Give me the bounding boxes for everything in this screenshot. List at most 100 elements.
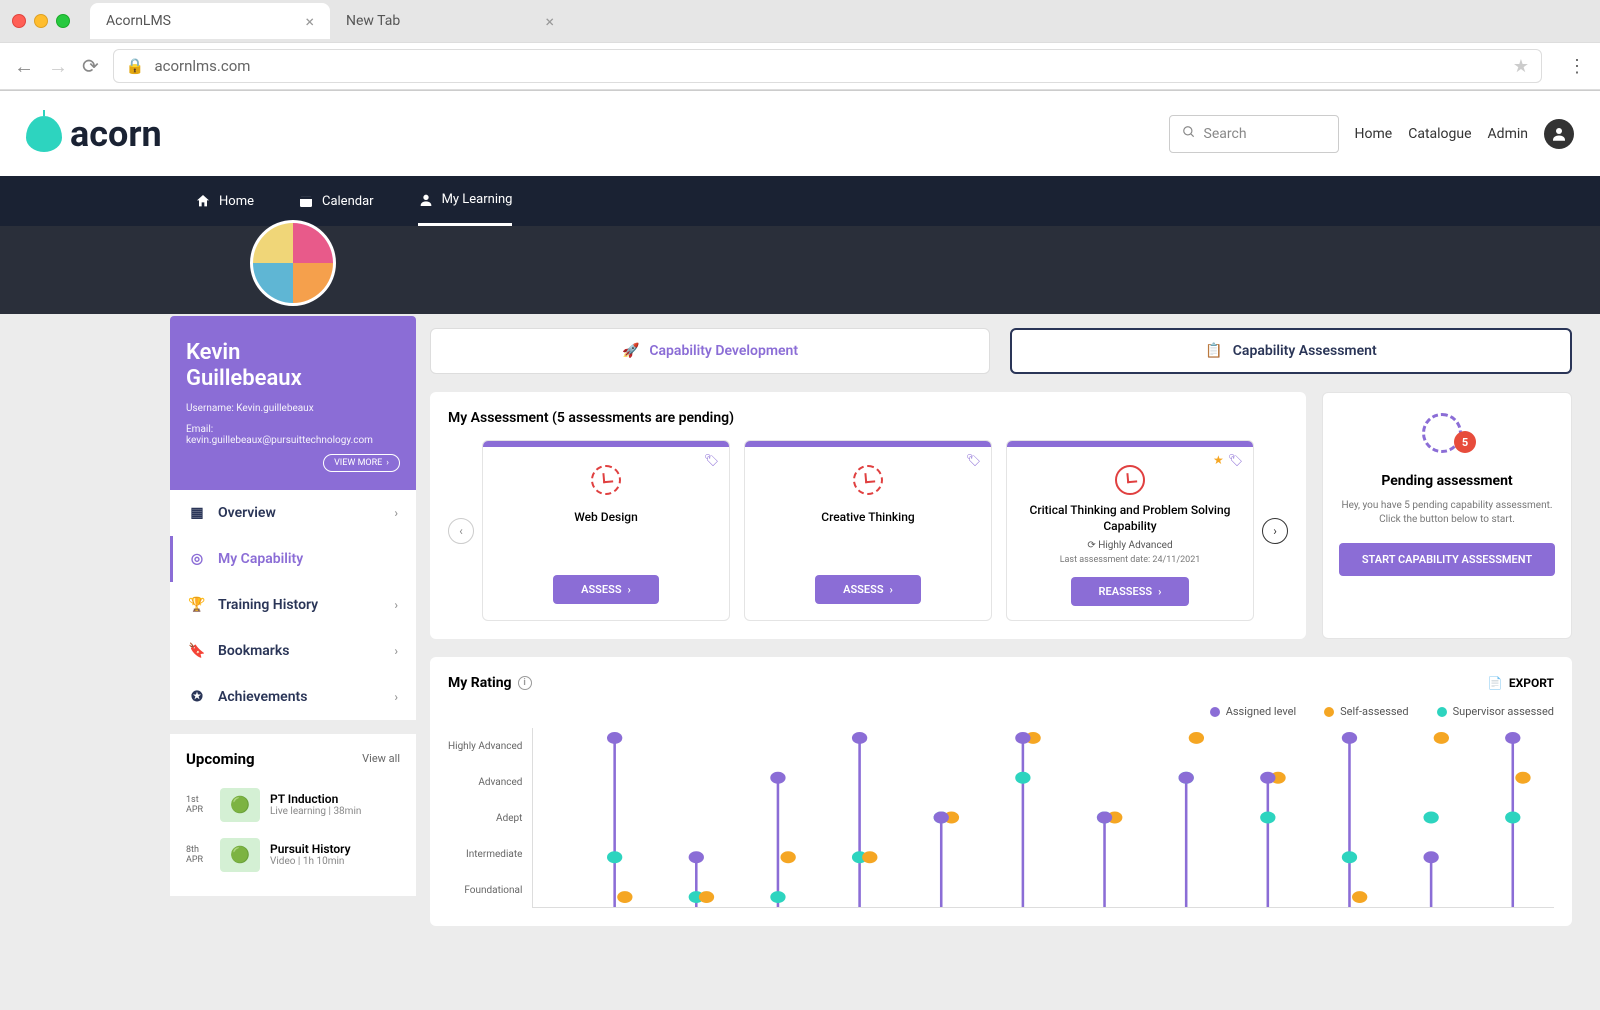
- first-name: Kevin: [186, 340, 240, 365]
- acorn-icon: [26, 116, 62, 152]
- tab-capability-assessment[interactable]: 📋 Capability Assessment: [1010, 328, 1572, 374]
- assessment-heading: My Assessment (5 assessments are pending…: [448, 410, 1288, 426]
- nav-item-home[interactable]: Home: [195, 176, 254, 226]
- minimize-window[interactable]: [34, 14, 48, 28]
- start-assessment-button[interactable]: START CAPABILITY ASSESSMENT: [1339, 543, 1555, 576]
- last-name: Guillebeaux: [186, 366, 302, 391]
- profile-username: Username: Kevin.guillebeaux: [186, 403, 400, 414]
- chevron-right-icon: ›: [394, 506, 398, 520]
- carousel-next[interactable]: ›: [1262, 518, 1288, 544]
- chevron-right-icon: ›: [386, 458, 389, 468]
- card-date: Last assessment date: 24/11/2021: [1007, 555, 1253, 565]
- upcoming-event[interactable]: 8th APR 🟢 Pursuit History Video | 1h 10m…: [186, 830, 400, 880]
- close-tab-icon[interactable]: ×: [305, 12, 314, 31]
- reassess-button[interactable]: REASSESS ›: [1071, 577, 1190, 606]
- tab-bar: AcornLMS × New Tab ×: [0, 0, 1600, 42]
- assess-button[interactable]: ASSESS ›: [815, 575, 921, 604]
- browser-tab-new[interactable]: New Tab ×: [330, 3, 570, 39]
- nav-admin[interactable]: Admin: [1488, 126, 1528, 142]
- url-text: acornlms.com: [154, 57, 250, 75]
- grid-icon: ▦: [188, 504, 206, 522]
- sidebar-item-overview[interactable]: ▦ Overview ›: [170, 490, 416, 536]
- forward-icon[interactable]: →: [48, 54, 68, 79]
- nav-item-my-learning[interactable]: My Learning: [418, 176, 513, 226]
- info-icon[interactable]: i: [518, 676, 532, 690]
- main-layout: Kevin Guillebeaux Username: Kevin.guille…: [0, 314, 1600, 926]
- carousel-prev[interactable]: ‹: [448, 518, 474, 544]
- event-meta: Live learning | 38min: [270, 806, 400, 817]
- person-icon: [418, 192, 434, 208]
- tab-label: Capability Development: [649, 343, 798, 359]
- upcoming-event[interactable]: 1st APR 🟢 PT Induction Live learning | 3…: [186, 780, 400, 830]
- url-field[interactable]: 🔒 acornlms.com ★: [113, 49, 1542, 83]
- rating-title: My Rating i: [448, 675, 532, 691]
- nav-home[interactable]: Home: [1355, 126, 1393, 142]
- event-date: 8th APR: [186, 845, 210, 865]
- traffic-lights: [12, 14, 70, 28]
- event-thumb: 🟢: [220, 788, 260, 822]
- view-more-button[interactable]: VIEW MORE ›: [323, 454, 400, 472]
- assess-button[interactable]: ASSESS ›: [553, 575, 659, 604]
- card-title: Web Design: [483, 503, 729, 533]
- profile-email: Email: kevin.guillebeaux@pursuittechnolo…: [186, 424, 400, 446]
- search-input[interactable]: Search: [1169, 115, 1339, 153]
- sidebar-item-label: Bookmarks: [218, 643, 289, 659]
- sidebar-item-label: Training History: [218, 597, 318, 613]
- browser-tab-acornlms[interactable]: AcornLMS ×: [90, 3, 330, 39]
- target-icon: ◎: [188, 550, 206, 568]
- clock-icon: [853, 465, 883, 495]
- event-title: Pursuit History: [270, 842, 400, 856]
- nav-item-calendar[interactable]: Calendar: [298, 176, 374, 226]
- assessment-card: 🏷 Creative Thinking ASSESS ›: [744, 440, 992, 621]
- clock-icon: [1115, 465, 1145, 495]
- pending-badge: 5: [1454, 431, 1476, 453]
- chevron-right-icon: ›: [394, 598, 398, 612]
- user-avatar-icon[interactable]: [1544, 119, 1574, 149]
- legend-supervisor: Supervisor assessed: [1437, 705, 1554, 718]
- bookmark-star-icon[interactable]: ★: [1513, 56, 1529, 77]
- browser-chrome: AcornLMS × New Tab × ← → ⟳ 🔒 acornlms.co…: [0, 0, 1600, 91]
- assessment-section: My Assessment (5 assessments are pending…: [430, 392, 1572, 639]
- event-date: 1st APR: [186, 795, 210, 815]
- close-window[interactable]: [12, 14, 26, 28]
- export-button[interactable]: 📄 EXPORT: [1488, 676, 1554, 690]
- chart-legend: Assigned level Self-assessed Supervisor …: [448, 705, 1554, 718]
- view-more-label: VIEW MORE: [334, 458, 382, 468]
- tag-icon: 🏷: [1228, 453, 1243, 467]
- sidebar-item-training[interactable]: 🏆 Training History ›: [170, 582, 416, 628]
- star-circle-icon: ✪: [188, 688, 206, 706]
- search-icon: [1182, 125, 1196, 143]
- legend-assigned: Assigned level: [1210, 705, 1296, 718]
- back-icon[interactable]: ←: [14, 54, 34, 79]
- tab-capability-development[interactable]: 🚀 Capability Development: [430, 328, 990, 374]
- event-title: PT Induction: [270, 792, 400, 806]
- reload-icon[interactable]: ⟳: [82, 54, 99, 78]
- browser-menu-icon[interactable]: ⋮: [1568, 56, 1586, 77]
- sidebar-item-bookmarks[interactable]: 🔖 Bookmarks ›: [170, 628, 416, 674]
- profile-name: Kevin Guillebeaux: [186, 340, 400, 393]
- pending-text: Hey, you have 5 pending capability asses…: [1339, 499, 1555, 527]
- header-right: Search Home Catalogue Admin: [1169, 115, 1574, 153]
- logo[interactable]: acorn: [26, 113, 162, 155]
- chart-plot: [532, 728, 1554, 908]
- profile-avatar[interactable]: [250, 220, 336, 306]
- chevron-right-icon: ›: [1158, 585, 1161, 598]
- nav-catalogue[interactable]: Catalogue: [1408, 126, 1471, 142]
- maximize-window[interactable]: [56, 14, 70, 28]
- sidebar-item-label: Overview: [218, 505, 276, 521]
- search-placeholder: Search: [1204, 126, 1247, 142]
- sidebar-item-capability[interactable]: ◎ My Capability: [170, 536, 416, 582]
- close-tab-icon[interactable]: ×: [545, 12, 554, 31]
- view-all-link[interactable]: View all: [362, 752, 400, 765]
- primary-nav: Home Calendar My Learning: [0, 176, 1600, 226]
- chevron-right-icon: ›: [394, 644, 398, 658]
- star-icon: ★: [1213, 453, 1224, 467]
- sidebar-item-achievements[interactable]: ✪ Achievements ›: [170, 674, 416, 720]
- clipboard-icon: 📋: [1205, 343, 1222, 359]
- chart-y-axis: Highly Advanced Advanced Adept Intermedi…: [448, 728, 532, 908]
- site-header: acorn Search Home Catalogue Admin: [0, 91, 1600, 176]
- my-assessment-panel: My Assessment (5 assessments are pending…: [430, 392, 1306, 639]
- sidebar-item-label: Achievements: [218, 689, 307, 705]
- profile-card: Kevin Guillebeaux Username: Kevin.guille…: [170, 316, 416, 490]
- content-area: 🚀 Capability Development 📋 Capability As…: [430, 314, 1586, 926]
